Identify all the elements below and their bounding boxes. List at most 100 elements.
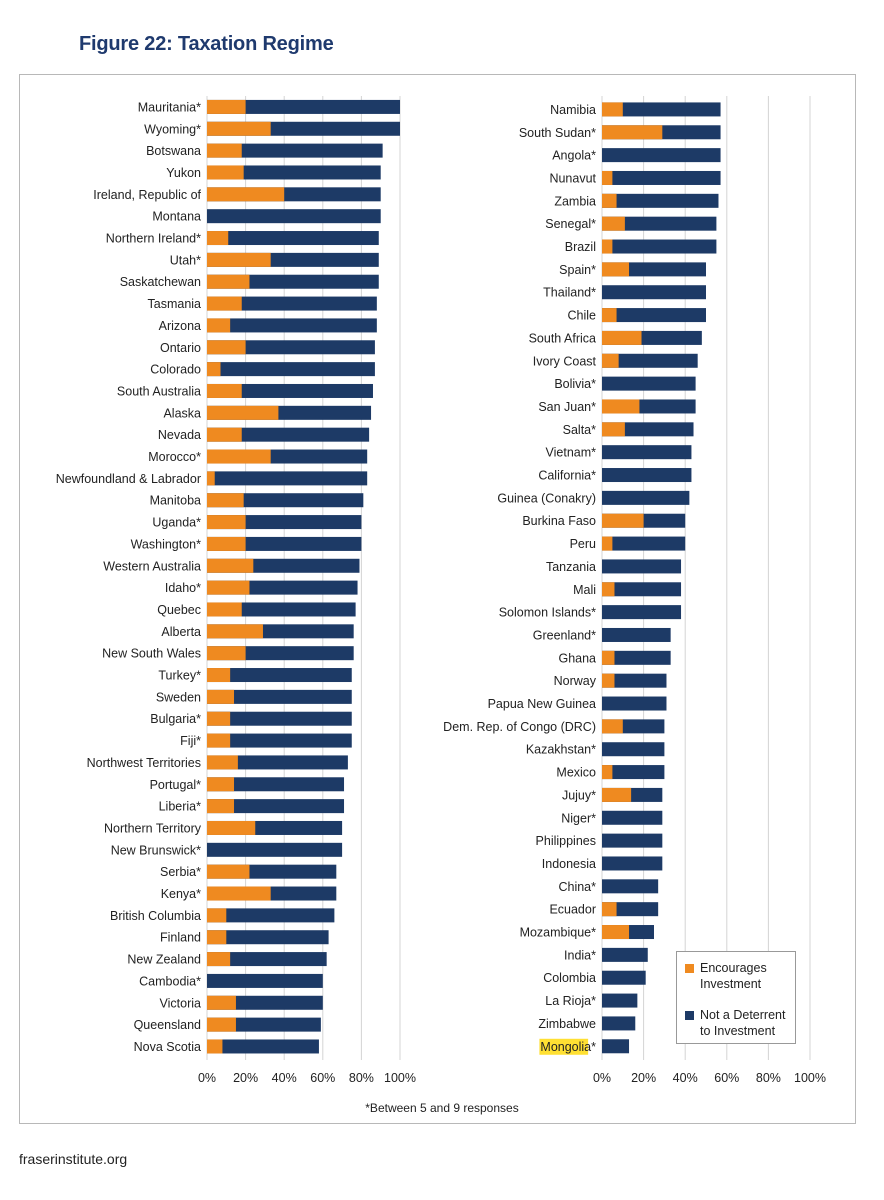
left-category-label: Serbia* <box>160 865 201 879</box>
left-bar-not-deterrent <box>207 777 345 792</box>
right-category-label: Jujuy* <box>562 788 596 802</box>
left-bar-not-deterrent <box>207 711 352 726</box>
left-bar-encourages <box>207 471 215 486</box>
right-category-label: Mali <box>573 583 596 597</box>
left-category-label: Finland <box>160 931 201 945</box>
left-category-label: Sweden <box>156 690 201 704</box>
left-category-label: Ontario <box>160 341 201 355</box>
left-bar-not-deterrent <box>207 668 352 683</box>
right-bar-encourages <box>602 765 613 780</box>
left-bar-not-deterrent <box>207 99 400 114</box>
figure-title: Figure 22: Taxation Regime <box>79 33 334 55</box>
left-category-label: Newfoundland & Labrador <box>56 472 201 486</box>
right-category-label: South Africa <box>529 331 596 345</box>
right-category-label: Ghana <box>558 651 596 665</box>
left-category-label: Nevada <box>158 428 201 442</box>
left-category-label: Manitoba <box>150 494 201 508</box>
right-category-label: Zambia <box>554 194 596 208</box>
left-category-label: Northern Territory <box>104 821 202 835</box>
left-x-tick-label: 80% <box>349 1071 374 1085</box>
right-bar-not-deterrent <box>602 148 721 163</box>
right-bar-encourages <box>602 650 615 665</box>
right-bar-encourages <box>602 399 640 414</box>
right-bar-not-deterrent <box>602 308 706 323</box>
legend-swatch-not-deterrent <box>685 1011 694 1020</box>
left-category-label: Ireland, Republic of <box>93 188 201 202</box>
left-x-tick-label: 0% <box>198 1071 216 1085</box>
left-bar-encourages <box>207 820 256 835</box>
right-bar-not-deterrent <box>602 879 659 894</box>
right-x-tick-label: 40% <box>673 1071 698 1085</box>
left-bar-encourages <box>207 296 242 311</box>
left-category-label: New Zealand <box>127 953 201 967</box>
right-category-label: La Rioja* <box>545 994 596 1008</box>
right-category-label: Brazil <box>565 240 596 254</box>
left-bar-not-deterrent <box>207 471 368 486</box>
right-bar-not-deterrent <box>602 650 671 665</box>
right-category-label: Indonesia <box>542 857 596 871</box>
left-category-label: Idaho* <box>165 581 201 595</box>
right-category-label: Thailand* <box>543 286 596 300</box>
right-x-tick-label: 60% <box>714 1071 739 1085</box>
left-bar-not-deterrent <box>207 427 370 442</box>
right-bar-not-deterrent <box>602 1016 636 1031</box>
right-bar-encourages <box>602 353 619 368</box>
left-category-label: Uganda* <box>152 516 201 530</box>
left-x-tick-label: 40% <box>272 1071 297 1085</box>
left-bar-encourages <box>207 930 227 945</box>
left-bar-encourages <box>207 231 229 246</box>
left-category-label: New Brunswick* <box>111 843 201 857</box>
right-bar-not-deterrent <box>602 102 721 117</box>
left-bar-not-deterrent <box>207 274 379 289</box>
left-bar-encourages <box>207 493 244 508</box>
right-bar-encourages <box>602 193 617 208</box>
left-bar-encourages <box>207 995 236 1010</box>
right-category-label: Mozambique* <box>520 926 597 940</box>
left-bar-not-deterrent <box>207 165 381 180</box>
right-category-label: Mongolia* <box>540 1040 596 1054</box>
right-x-tick-label: 80% <box>756 1071 781 1085</box>
right-bar-not-deterrent <box>602 559 682 574</box>
left-bar-encourages <box>207 733 231 748</box>
left-bar-not-deterrent <box>207 209 381 224</box>
right-bar-not-deterrent <box>602 353 698 368</box>
right-bar-not-deterrent <box>602 239 717 254</box>
left-bar-encourages <box>207 777 235 792</box>
left-category-label: Colorado <box>150 363 201 377</box>
left-bar-encourages <box>207 515 246 530</box>
right-category-label: Namibia <box>550 103 596 117</box>
left-category-label: Morocco* <box>148 450 201 464</box>
legend-item-not-deterrent: Not a Deterrent to Investment <box>685 1007 790 1039</box>
left-bar-encourages <box>207 711 231 726</box>
right-category-label: Papua New Guinea <box>488 697 596 711</box>
left-bar-encourages <box>207 318 231 333</box>
left-bar-encourages <box>207 1017 236 1032</box>
right-bar-not-deterrent <box>602 490 690 505</box>
right-bar-not-deterrent <box>602 445 692 460</box>
right-category-label: Senegal* <box>545 217 596 231</box>
left-category-label: Northwest Territories <box>87 756 201 770</box>
right-bar-encourages <box>602 330 642 345</box>
left-category-label: Arizona <box>159 319 201 333</box>
left-bar-encourages <box>207 755 238 770</box>
left-category-label: Mauritania* <box>138 100 201 114</box>
right-bar-encourages <box>602 902 617 917</box>
left-bar-encourages <box>207 274 250 289</box>
left-bar-encourages <box>207 165 244 180</box>
left-bar-encourages <box>207 383 242 398</box>
right-category-label: Angola* <box>552 149 596 163</box>
right-bar-not-deterrent <box>602 810 663 825</box>
left-bar-not-deterrent <box>207 340 375 355</box>
right-category-label: India* <box>564 948 596 962</box>
right-bar-encourages <box>602 925 630 940</box>
left-category-label: Botswana <box>146 144 201 158</box>
source-credit: fraserinstitute.org <box>19 1151 128 1167</box>
left-category-label: Washington* <box>131 537 202 551</box>
left-bar-not-deterrent <box>207 973 323 988</box>
left-category-label: Montana <box>152 210 201 224</box>
right-category-label: Tanzania <box>546 560 596 574</box>
left-bar-encourages <box>207 121 271 136</box>
legend-label-not-deterrent: Not a Deterrent to Investment <box>700 1008 786 1038</box>
right-bar-encourages <box>602 582 615 597</box>
left-category-label: Quebec <box>157 603 201 617</box>
